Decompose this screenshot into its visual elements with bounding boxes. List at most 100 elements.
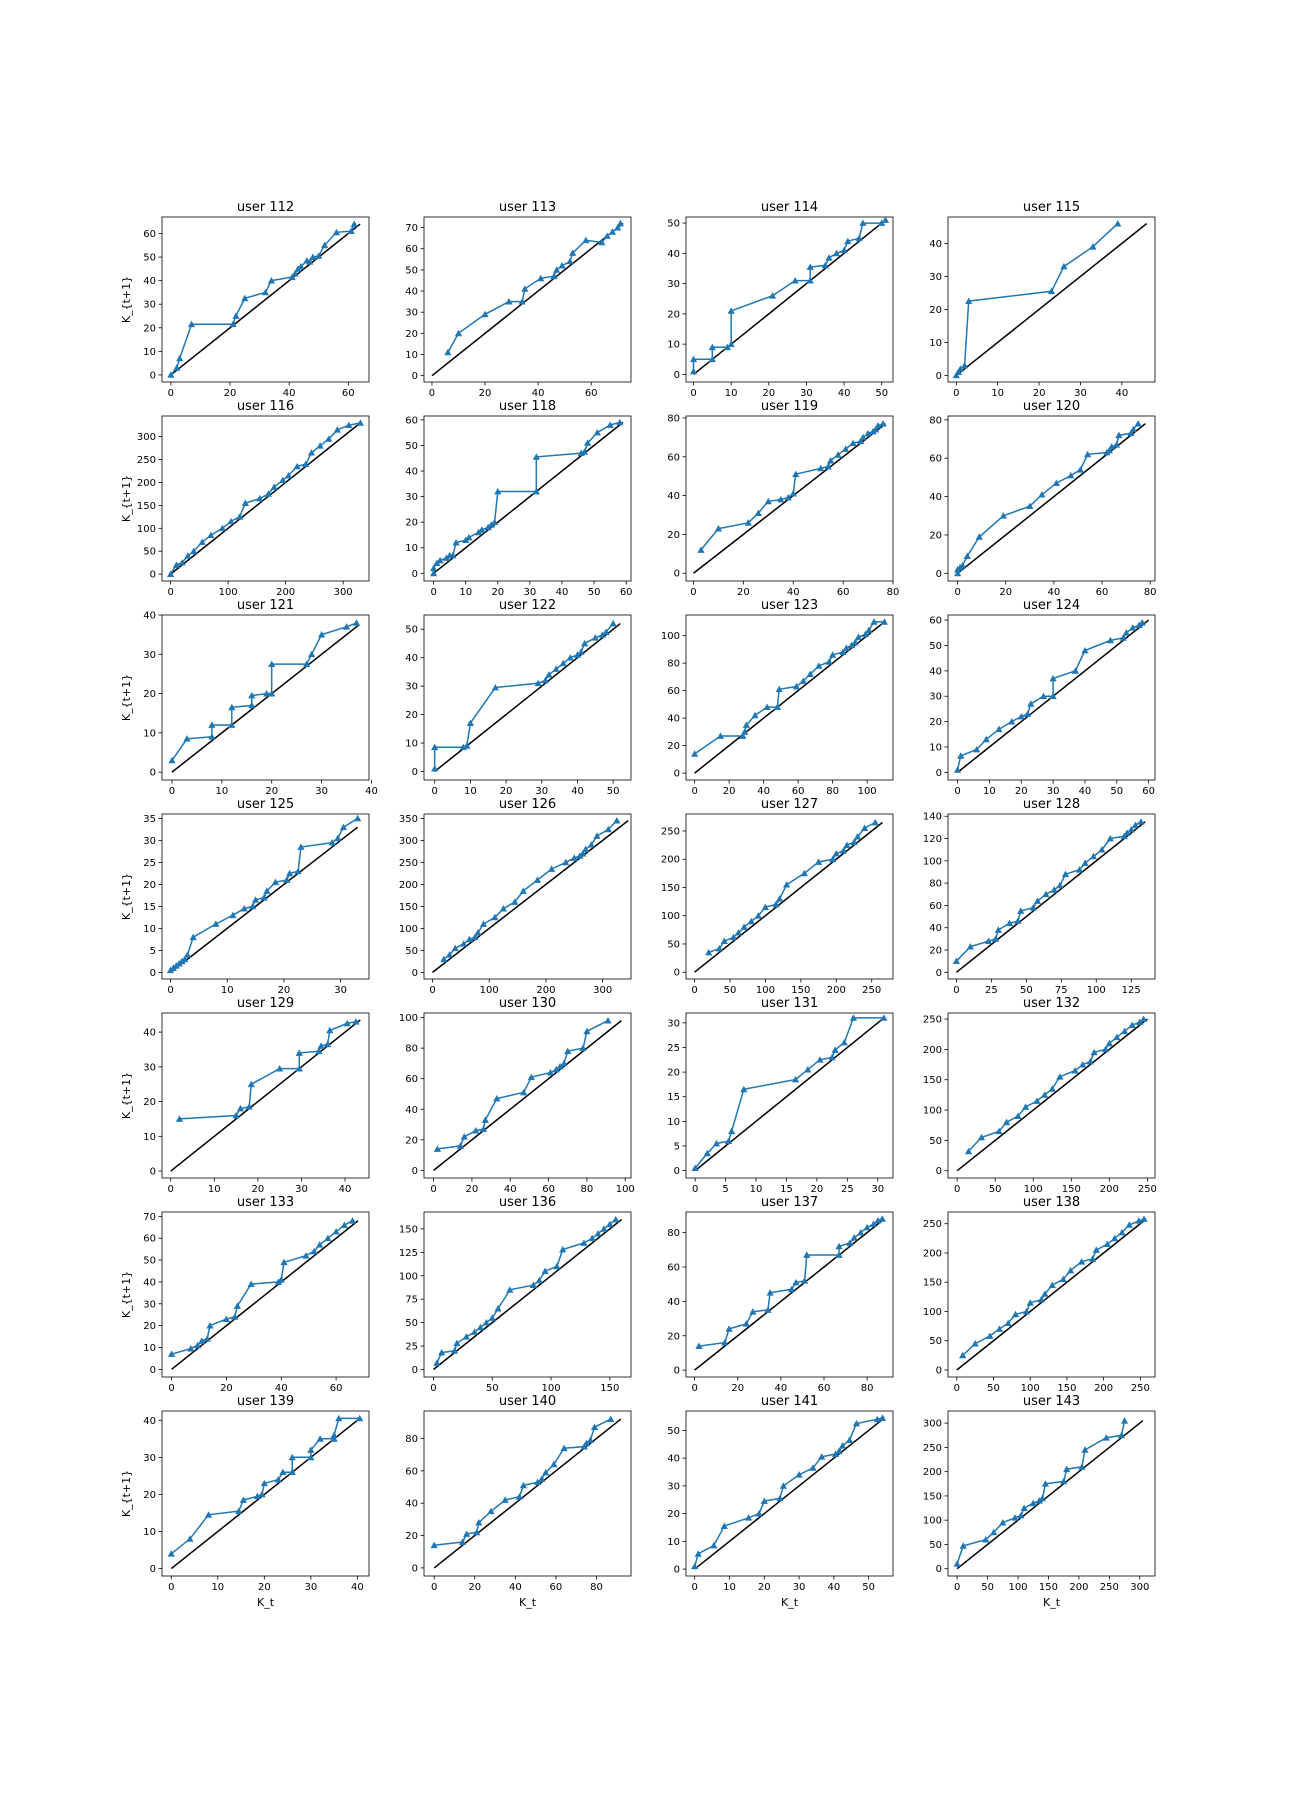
data-point <box>529 1281 537 1289</box>
data-point <box>559 659 567 667</box>
data-point <box>829 651 837 658</box>
data-point <box>818 1453 826 1460</box>
x-tick-label: 10 <box>208 1184 221 1195</box>
data-point <box>570 854 578 861</box>
x-tick-label: 50 <box>987 1383 1000 1394</box>
data-point <box>712 1139 721 1147</box>
plot-area <box>167 419 364 578</box>
data-point <box>853 833 862 840</box>
subplot-user-130: user 130 0 20 40 60 80 100 0 20 40 60 80 100 <box>399 996 635 1195</box>
data-point <box>222 1315 231 1322</box>
data-point <box>340 1221 348 1228</box>
y-tick-label: 150 <box>399 902 418 913</box>
x-tick-label: 10 <box>221 985 234 996</box>
data-point <box>1131 821 1140 829</box>
data-point <box>871 425 880 433</box>
y-tick-label: 80 <box>405 1044 418 1055</box>
data-point <box>521 285 529 292</box>
subplot-user-112: user 112 0 20 40 60 0 10 20 30 40 50 60 K_{t+1} <box>120 200 370 399</box>
y-tick-label: 10 <box>667 1117 680 1128</box>
data-point <box>316 1241 324 1248</box>
data-point <box>189 933 197 941</box>
y-tick-label: 250 <box>137 455 156 466</box>
y-axis-label: K_{t+1} <box>120 1470 133 1517</box>
y-tick-label: 150 <box>661 883 680 894</box>
data-point <box>1037 1296 1045 1303</box>
data-point <box>558 262 566 269</box>
data-point <box>207 531 215 539</box>
data-point <box>307 1453 315 1461</box>
data-point <box>791 276 799 284</box>
data-point <box>520 1088 528 1096</box>
plot-area <box>431 219 624 377</box>
y-tick-label: 200 <box>137 478 156 489</box>
x-tick-label: 40 <box>283 388 296 399</box>
y-tick-label: 0 <box>412 1365 418 1376</box>
y-tick-label: 0 <box>150 768 156 779</box>
y-tick-label: 30 <box>929 692 942 703</box>
subplot-user-122: user 122 0 10 20 30 40 50 0 10 20 30 40 50 <box>405 598 632 797</box>
data-point <box>581 639 589 647</box>
data-point <box>1039 692 1048 700</box>
data-point <box>608 228 617 235</box>
data-point <box>958 562 967 569</box>
x-tick-label: 50 <box>486 1383 499 1394</box>
y-tick-label: 100 <box>923 1516 942 1527</box>
data-point <box>487 1507 495 1515</box>
x-tick-label: 40 <box>838 388 851 399</box>
series-line <box>962 1218 1145 1356</box>
data-point <box>832 849 840 857</box>
x-tick-label: 0 <box>692 1582 698 1593</box>
y-tick-label: 10 <box>667 1537 680 1548</box>
x-tick-label: 100 <box>1021 1383 1040 1394</box>
data-point <box>874 1216 882 1224</box>
x-tick-label: 60 <box>585 388 598 399</box>
subplot-title: user 130 <box>499 996 556 1011</box>
data-point <box>871 818 879 826</box>
data-point <box>609 619 617 627</box>
data-point <box>957 752 965 759</box>
data-point <box>168 756 176 764</box>
y-tick-label: 100 <box>661 631 680 642</box>
data-point <box>280 1258 288 1266</box>
data-point <box>236 513 244 520</box>
data-point <box>297 843 305 850</box>
x-axis-label: K_t <box>519 1596 537 1609</box>
data-point <box>1026 1299 1034 1306</box>
y-tick-label: 30 <box>143 650 156 661</box>
x-tick-label: 200 <box>1094 1383 1113 1394</box>
diagonal-line <box>956 1218 1147 1371</box>
plot-area <box>953 619 1150 773</box>
data-point <box>183 951 192 958</box>
data-point <box>283 876 291 883</box>
data-point <box>232 1111 240 1119</box>
axes-frame <box>947 614 1156 781</box>
x-tick-label: 20 <box>1015 786 1028 797</box>
x-tick-label: 50 <box>989 1184 1002 1195</box>
x-tick-label: 20 <box>737 587 750 598</box>
y-tick-label: 0 <box>674 569 680 580</box>
plot-area <box>168 619 361 773</box>
data-point <box>792 682 800 690</box>
y-tick-label: 40 <box>405 653 418 664</box>
subplot-title: user 121 <box>237 598 294 613</box>
subplot-user-136: user 136 0 50 100 150 0 25 50 75 100 125 150 <box>399 1195 632 1394</box>
y-tick-label: 25 <box>667 1043 680 1054</box>
y-tick-label: 15 <box>143 902 156 913</box>
data-point <box>800 1277 809 1284</box>
x-tick-label: 80 <box>826 786 839 797</box>
axes-frame <box>685 216 894 383</box>
data-point <box>511 898 519 905</box>
data-point <box>203 1335 211 1342</box>
data-point <box>582 845 590 853</box>
data-point <box>545 671 553 678</box>
data-point <box>321 241 329 249</box>
data-point <box>850 838 858 846</box>
y-tick-label: 0 <box>150 968 156 979</box>
data-point <box>814 858 823 865</box>
data-point <box>284 471 293 479</box>
axes-frame <box>685 1410 894 1577</box>
data-point <box>245 1103 253 1110</box>
x-tick-label: 20 <box>220 1383 233 1394</box>
y-tick-label: 20 <box>143 1321 156 1332</box>
